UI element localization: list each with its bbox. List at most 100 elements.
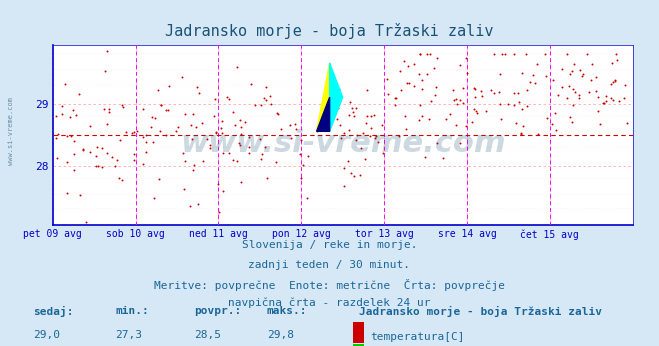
Point (230, 122, 241, 128)
Point (394, 133, 405, 138)
Point (556, 84, 567, 89)
Point (426, 98, 436, 103)
Point (509, 52, 519, 57)
Point (414, 72, 424, 77)
Text: 29,0: 29,0 (33, 330, 60, 340)
Point (351, 137, 361, 143)
Point (510, 120, 521, 126)
Point (129, 157, 140, 163)
Point (513, 90, 523, 95)
Point (569, 62, 579, 67)
Point (610, 77, 621, 82)
Point (488, 52, 499, 57)
Point (74, 92, 84, 97)
Point (210, 130, 221, 135)
Point (424, 52, 435, 57)
Point (261, 98, 272, 103)
Point (121, 129, 132, 135)
Point (302, 154, 313, 159)
Point (528, 73, 538, 78)
Point (66, 133, 76, 138)
Point (146, 124, 156, 129)
Point (150, 116, 161, 121)
Point (57, 103, 67, 109)
Point (100, 68, 110, 74)
Point (148, 139, 158, 145)
Point (369, 112, 380, 118)
Point (215, 125, 226, 131)
Point (318, 116, 328, 121)
Point (141, 139, 152, 145)
Text: zadnji teden / 30 minut.: zadnji teden / 30 minut. (248, 260, 411, 270)
Point (233, 140, 244, 145)
Point (458, 101, 469, 106)
Point (218, 151, 229, 156)
Point (117, 103, 127, 108)
Point (185, 203, 196, 209)
Polygon shape (316, 63, 330, 131)
Point (567, 86, 578, 92)
Point (404, 81, 415, 86)
Point (204, 145, 215, 151)
Point (161, 107, 171, 112)
Point (189, 162, 200, 167)
Point (366, 113, 376, 119)
Point (556, 66, 567, 71)
Point (102, 150, 113, 156)
Point (563, 83, 574, 89)
Point (569, 90, 580, 95)
Point (197, 120, 208, 126)
Point (74, 193, 85, 198)
Point (146, 114, 157, 119)
Point (91, 163, 101, 169)
Point (430, 84, 441, 90)
Point (254, 136, 265, 142)
Point (594, 121, 605, 126)
Point (578, 71, 588, 76)
Point (417, 77, 428, 83)
Point (85, 124, 96, 129)
Point (260, 144, 270, 150)
Point (262, 175, 273, 181)
Point (361, 120, 372, 126)
Point (546, 121, 557, 126)
Point (153, 88, 163, 93)
Point (413, 117, 424, 122)
Point (437, 156, 447, 161)
Point (440, 116, 451, 122)
Point (261, 84, 272, 90)
Point (509, 90, 519, 96)
Point (243, 144, 254, 149)
Point (93, 163, 103, 169)
Point (96, 164, 107, 170)
Point (542, 116, 553, 121)
Point (53, 131, 63, 137)
Point (497, 52, 507, 57)
Point (586, 78, 596, 83)
Point (553, 93, 563, 98)
Point (566, 120, 577, 125)
Point (289, 121, 300, 127)
Point (334, 86, 345, 92)
Point (171, 128, 181, 134)
Point (188, 111, 198, 117)
Text: Slovenija / reke in morje.: Slovenija / reke in morje. (242, 240, 417, 251)
Point (132, 128, 142, 134)
Point (216, 118, 227, 124)
Point (177, 150, 188, 156)
Point (117, 177, 127, 183)
Point (356, 146, 366, 151)
Point (567, 68, 578, 74)
Point (69, 167, 79, 173)
Point (188, 167, 198, 173)
Point (194, 90, 204, 96)
Point (500, 52, 510, 57)
Point (97, 145, 107, 151)
Point (352, 132, 362, 137)
Point (214, 209, 224, 215)
Point (530, 81, 541, 86)
Point (461, 124, 471, 129)
Point (231, 158, 242, 163)
Point (608, 79, 618, 85)
Point (217, 130, 227, 136)
